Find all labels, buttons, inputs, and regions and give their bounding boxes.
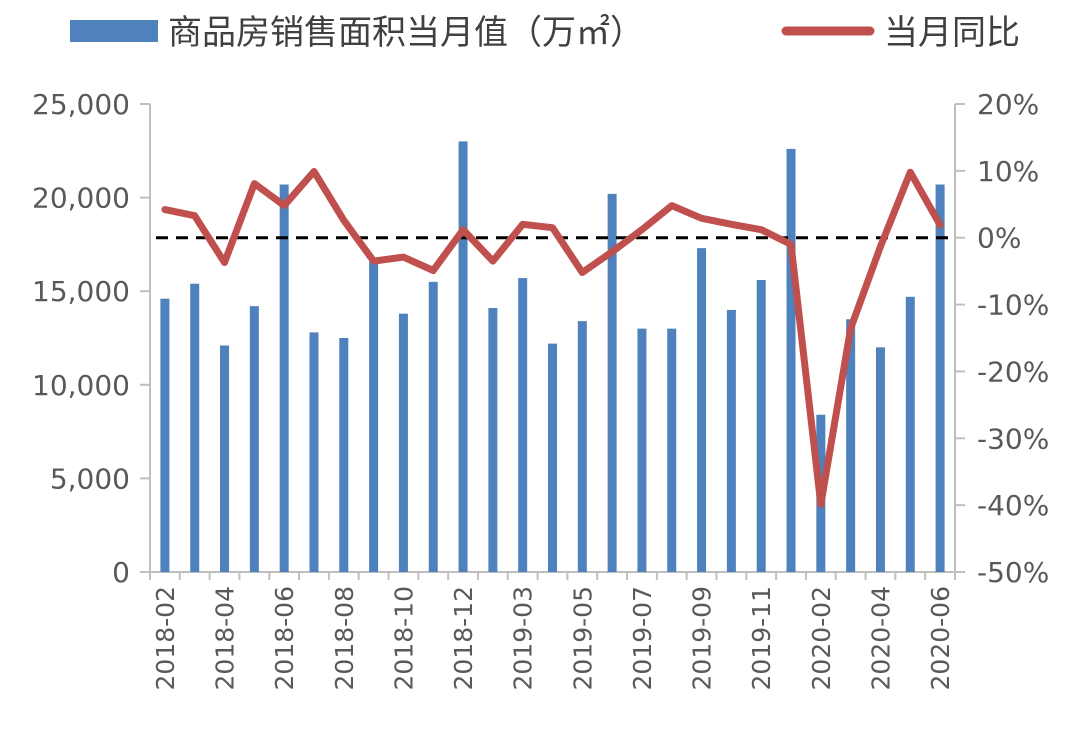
bar-series — [160, 141, 945, 573]
x-tick-label: 2019-09 — [688, 586, 717, 690]
line-point — [938, 223, 943, 228]
line-point — [431, 268, 436, 273]
line-point — [878, 244, 883, 249]
line-point — [401, 255, 406, 260]
y-left-tick-label: 20,000 — [32, 182, 130, 215]
line-point — [610, 249, 615, 254]
x-tick-label: 2019-03 — [509, 586, 538, 690]
x-tick-label: 2020-04 — [866, 586, 895, 690]
y-right-tick-label: -10% — [977, 289, 1049, 322]
line-point — [699, 216, 704, 221]
y-right-tick-label: 10% — [977, 155, 1039, 188]
line-point — [252, 181, 257, 186]
line-point — [311, 169, 316, 174]
line-point — [222, 260, 227, 265]
y-left-tick-label: 10,000 — [32, 369, 130, 402]
x-tick-label: 2020-06 — [926, 586, 955, 690]
bar — [637, 328, 647, 572]
bar — [309, 332, 319, 572]
legend-swatch-bar — [70, 20, 158, 42]
bar — [726, 309, 736, 572]
bar — [846, 319, 856, 572]
y-left-tick-label: 5,000 — [50, 462, 130, 495]
line-point — [461, 227, 466, 232]
line-point — [520, 222, 525, 227]
x-tick-label: 2019-05 — [568, 586, 597, 690]
y-right-tick-label: -20% — [977, 355, 1049, 388]
y-left-tick-label: 0 — [112, 556, 130, 589]
bar — [548, 343, 557, 572]
y-right-tick-label: -40% — [977, 489, 1049, 522]
bar — [369, 261, 379, 572]
tick-labels: 0 5,000 10,000 15,000 20,000 25,000 -50% -40% -3… — [32, 88, 1049, 690]
y-right-tick-label: 20% — [977, 88, 1039, 121]
bar — [190, 283, 200, 572]
bar — [458, 141, 468, 572]
line-point — [490, 259, 495, 264]
bar — [249, 306, 259, 572]
bar — [577, 321, 587, 572]
legend: 商品房销售面积当月值（万㎡） 当月同比 — [70, 13, 1020, 53]
line-point — [759, 227, 764, 232]
x-tick-label: 2020-02 — [807, 586, 836, 690]
line-point — [789, 242, 794, 247]
line-point — [580, 270, 585, 275]
bar — [875, 347, 885, 572]
bar — [398, 313, 408, 572]
line-point — [908, 170, 913, 175]
x-tick-label: 2018-06 — [270, 586, 299, 690]
line-point — [818, 502, 823, 507]
bar — [518, 278, 528, 572]
bar — [428, 281, 438, 572]
x-tick-label: 2018-08 — [330, 586, 359, 690]
line-series — [161, 168, 944, 508]
legend-label-bar: 商品房销售面积当月值（万㎡） — [168, 13, 644, 53]
x-tick-label: 2018-10 — [389, 586, 418, 690]
y-right-tick-label: -30% — [977, 422, 1049, 455]
bar — [786, 148, 796, 573]
line-point — [669, 203, 674, 208]
line-point — [639, 227, 644, 232]
bar — [160, 298, 170, 572]
line-point — [371, 259, 376, 264]
bar — [279, 184, 289, 572]
y-right-tick-label: -50% — [977, 556, 1049, 589]
bar — [339, 338, 349, 572]
line-point — [848, 326, 853, 331]
x-tick-label: 2019-11 — [747, 586, 776, 690]
x-tick-label: 2018-02 — [151, 586, 180, 690]
bar — [697, 248, 707, 573]
bar — [488, 308, 498, 572]
line-point — [729, 222, 734, 227]
line-point — [282, 203, 287, 208]
y-left-tick-label: 15,000 — [32, 275, 130, 308]
legend-label-line: 当月同比 — [884, 13, 1020, 53]
bar — [756, 279, 766, 572]
x-tick-label: 2018-04 — [211, 586, 240, 690]
x-tick-label: 2018-12 — [449, 586, 478, 690]
bar — [935, 184, 945, 572]
y-left-tick-label: 25,000 — [32, 88, 130, 121]
line-point — [192, 213, 197, 218]
bar — [905, 296, 915, 572]
line-point — [341, 218, 346, 223]
bar — [220, 345, 230, 572]
y-right-tick-label: 0% — [977, 222, 1021, 255]
line-point — [550, 225, 555, 230]
line-point — [162, 207, 167, 212]
bar — [667, 328, 677, 572]
bar — [607, 193, 617, 572]
x-tick-label: 2019-07 — [628, 586, 657, 690]
